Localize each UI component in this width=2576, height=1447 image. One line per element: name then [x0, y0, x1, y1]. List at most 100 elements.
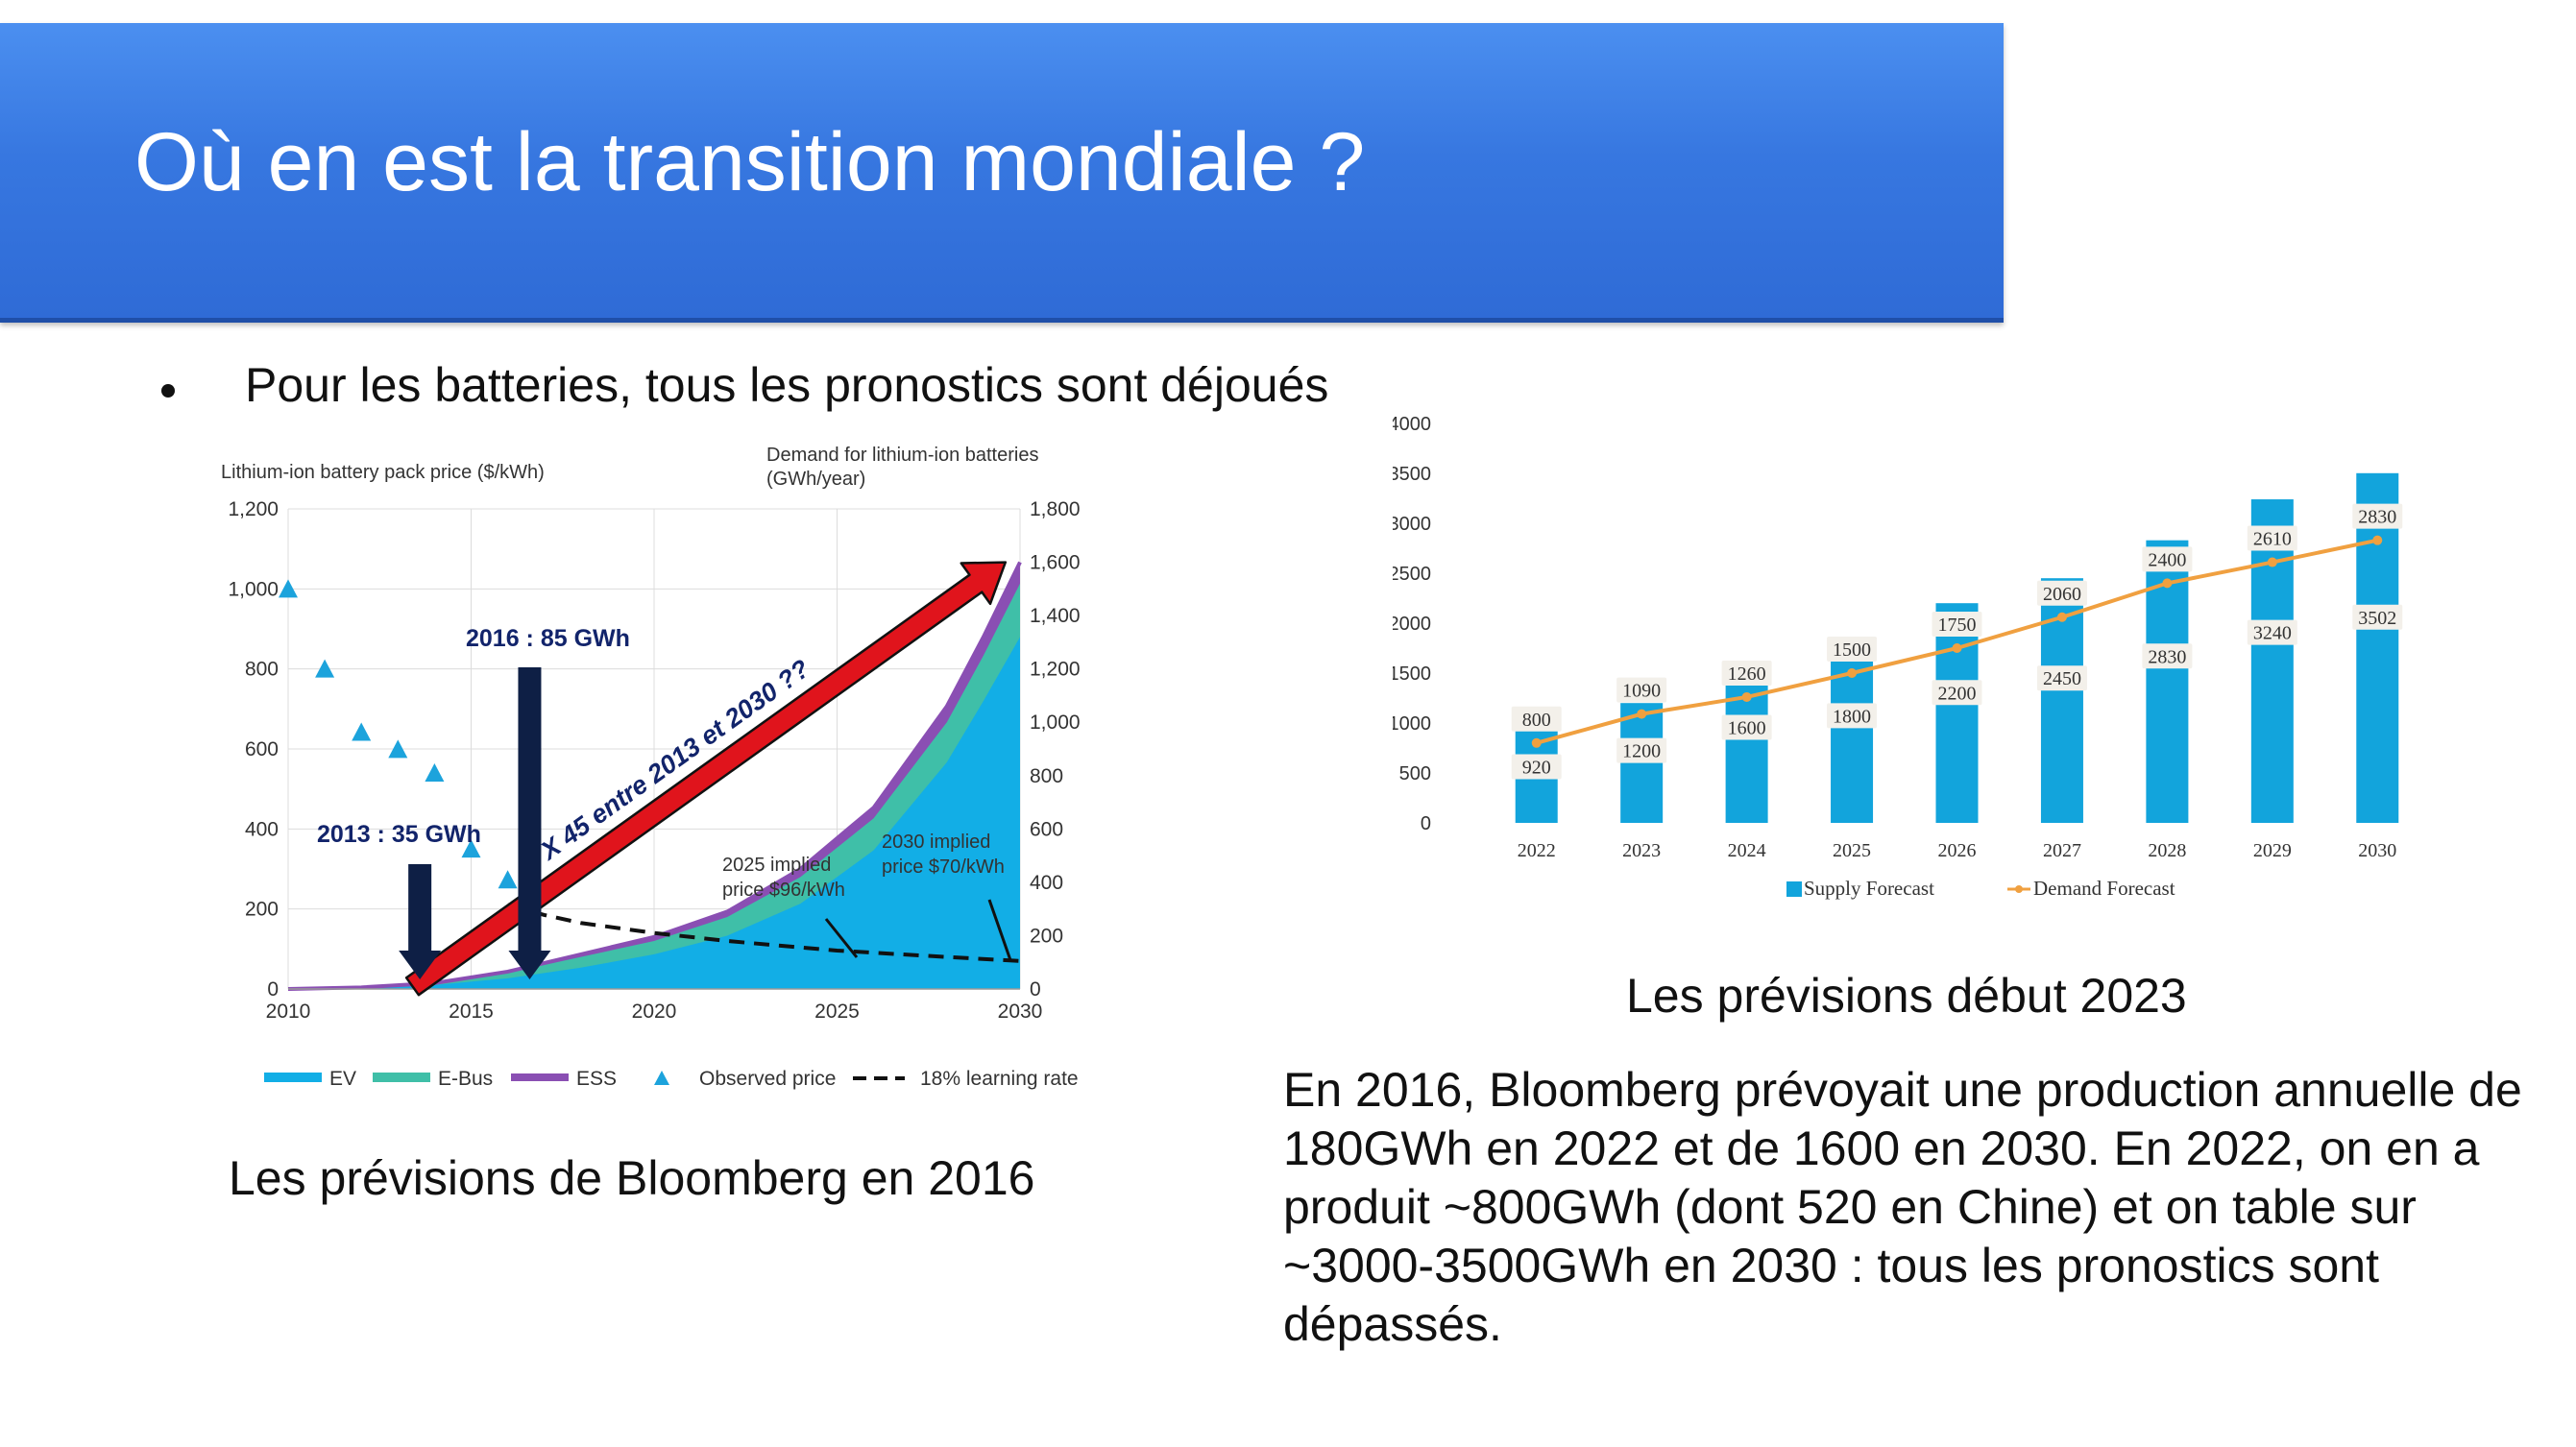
- bnef-x-tick: 2020: [632, 1001, 677, 1023]
- forecast-supply-label: 3240: [2253, 623, 2292, 644]
- bnef-learning-rate-line: [507, 903, 1021, 963]
- bnef-y-right-tick: 1,200: [1030, 659, 1081, 681]
- forecast-demand-label: 800: [1522, 710, 1551, 731]
- forecast-supply-label-bg: [1827, 703, 1878, 729]
- bnef-legend-ev: EV: [329, 1068, 356, 1090]
- forecast-supply-label: 2200: [1938, 683, 1977, 704]
- forecast-supply-label-bg: [2247, 619, 2297, 645]
- forecast-legend-supply: Supply Forecast: [1804, 877, 1934, 900]
- bnef-y-right-tick: 0: [1030, 978, 1041, 1001]
- forecast-demand-label-bg: [1616, 677, 1667, 703]
- bnef-legend-learning: 18% learning rate: [920, 1068, 1079, 1090]
- forecast-x-tick: 2023: [1622, 840, 1661, 861]
- forecast-demand-label-bg: [1827, 637, 1878, 662]
- title-banner: [0, 23, 2004, 323]
- forecast-demand-point: [1952, 643, 1962, 653]
- bnef-pointer-2025: [824, 918, 859, 958]
- forecast-supply-label-bg: [2036, 665, 2087, 691]
- bnef-y-right-tick: 1,000: [1030, 711, 1081, 734]
- forecast-supply-label-bg: [1932, 680, 1982, 706]
- bnef-y-left-tick: 400: [245, 818, 279, 840]
- bnef-observed-price-point: [388, 739, 408, 759]
- forecast-demand-label-bg: [2352, 503, 2403, 529]
- forecast-x-tick: 2025: [1833, 840, 1871, 861]
- forecast-demand-point: [2056, 612, 2067, 622]
- forecast-x-tick: 2026: [1938, 840, 1977, 861]
- bnef-y-left-tick: 800: [245, 659, 279, 681]
- forecast-supply-label-bg: [1511, 754, 1562, 780]
- forecast-supply-label: 920: [1522, 758, 1551, 779]
- bnef-growth-arrow: [404, 561, 1008, 997]
- forecast-demand-label: 2400: [2148, 549, 2186, 570]
- forecast-supply-label: 2450: [2043, 668, 2081, 689]
- forecast-supply-label-bg: [2142, 643, 2193, 669]
- summary-paragraph: En 2016, Bloomberg prévoyait une product…: [1283, 1063, 2522, 1351]
- bnef-label-2013: 2013 : 35 GWh: [317, 821, 481, 848]
- bnef-arrow-2013: [399, 864, 442, 979]
- bnef-y-left-tick: 0: [267, 978, 279, 1001]
- forecast-demand-label-bg: [2142, 546, 2193, 572]
- forecast-supply-label-bg: [1616, 737, 1667, 763]
- forecast-y-tick: 2000: [1393, 614, 1431, 635]
- bnef-legend-ebus: E-Bus: [438, 1068, 493, 1090]
- forecast-demand-label: 1090: [1622, 681, 1661, 702]
- caption-bloomberg-2016: Les prévisions de Bloomberg en 2016: [229, 1151, 1035, 1205]
- bullet-dot: [161, 384, 175, 398]
- forecast-legend-swatch-demand-dot: [2015, 885, 2023, 893]
- forecast-x-tick: 2030: [2358, 840, 2396, 861]
- bnef-y-right-tick: 200: [1030, 925, 1063, 947]
- bnef-legend-swatch-observed: [654, 1071, 669, 1085]
- forecast-demand-label-bg: [2036, 580, 2087, 606]
- bnef-label-2016: 2016 : 85 GWh: [466, 625, 630, 652]
- forecast-supply-bar: [2356, 472, 2399, 823]
- forecast-demand-point: [1741, 691, 1752, 702]
- bnef-y-right-tick: 800: [1030, 765, 1063, 787]
- forecast-demand-label-bg: [1511, 706, 1562, 732]
- caption-forecast-2023: Les prévisions début 2023: [1626, 969, 2187, 1023]
- forecast-demand-point: [1637, 709, 1647, 719]
- forecast-demand-label: 1260: [1728, 663, 1766, 685]
- bnef-legend-swatch-ebus: [373, 1073, 430, 1082]
- forecast-y-tick: 3500: [1393, 464, 1431, 485]
- slide-title: Où en est la transition mondiale ?: [134, 116, 1366, 208]
- bnef-y-right-tick: 600: [1030, 818, 1063, 840]
- forecast-supply-label: 1200: [1622, 741, 1661, 762]
- bnef-x-tick: 2010: [266, 1001, 311, 1023]
- bnef-label-2030-price: 2030 implied price $70/kWh: [882, 832, 1005, 878]
- forecast-demand-point: [2267, 557, 2277, 567]
- forecast-y-tick: 0: [1421, 813, 1431, 834]
- forecast-demand-label: 2610: [2253, 529, 2292, 550]
- bnef-observed-price-point: [352, 722, 372, 741]
- supply-demand-forecast-chart: 0 500 1000 1500 2000 2500 3000 3500 4000 920 1200 1…: [1393, 414, 2403, 900]
- forecast-x-tick: 2028: [2148, 840, 2186, 861]
- bnef-y-left-label: Lithium-ion battery pack price ($/kWh): [221, 462, 545, 483]
- forecast-demand-point: [1531, 737, 1542, 748]
- bnef-observed-price-point: [461, 839, 481, 858]
- forecast-legend-demand: Demand Forecast: [2033, 877, 2175, 900]
- forecast-supply-label: 3502: [2358, 608, 2396, 629]
- forecast-demand-label-bg: [1721, 660, 1772, 686]
- forecast-demand-label: 2060: [2043, 584, 2081, 605]
- bnef-x-tick: 2030: [998, 1001, 1043, 1023]
- bnef-arrow-label: X 45 entre 2013 et 2030 ??: [534, 654, 814, 866]
- bnef-observed-price-point: [425, 763, 445, 782]
- forecast-demand-label-bg: [2247, 525, 2297, 551]
- forecast-y-tick: 4000: [1393, 414, 1431, 435]
- bnef-x-tick: 2025: [814, 1001, 860, 1023]
- bnef-legend-ess: ESS: [576, 1068, 617, 1090]
- forecast-demand-point: [1847, 668, 1858, 678]
- forecast-y-tick: 500: [1399, 763, 1431, 784]
- forecast-demand-label: 1750: [1938, 615, 1977, 636]
- forecast-demand-label: 2830: [2358, 507, 2396, 528]
- forecast-demand-point: [2162, 578, 2173, 589]
- bnef-legend-swatch-ess: [511, 1073, 569, 1081]
- bnef-observed-price-point: [279, 579, 298, 598]
- forecast-supply-label: 1800: [1833, 706, 1871, 727]
- forecast-supply-label: 2830: [2148, 646, 2186, 667]
- forecast-demand-point: [2372, 535, 2383, 545]
- forecast-demand-label-bg: [1932, 612, 1982, 637]
- forecast-demand-label: 1500: [1833, 639, 1871, 661]
- forecast-supply-label: 1600: [1728, 717, 1766, 738]
- bnef-y-left-tick: 200: [245, 899, 279, 921]
- bnef-y-right-tick: 1,600: [1030, 552, 1081, 574]
